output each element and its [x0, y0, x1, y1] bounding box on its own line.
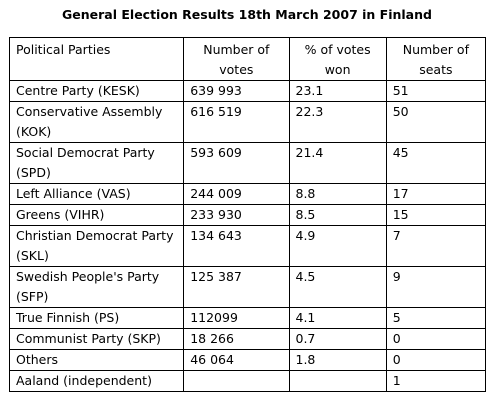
percent-value: 8.8	[288, 183, 387, 205]
table-row: Greens (VIHR) 233 930 8.5 15	[8, 204, 487, 226]
party-name: Aaland (independent)	[8, 370, 185, 392]
table-row: Aaland (independent) 1	[8, 370, 487, 392]
table-row: Conservative Assembly (KOK) 616 519 22.3…	[8, 101, 487, 143]
table-row: Swedish People's Party (SFP) 125 387 4.5…	[8, 266, 487, 308]
votes-value: 593 609	[183, 142, 290, 184]
percent-value: 0.7	[288, 328, 387, 350]
percent-value: 21.4	[288, 142, 387, 184]
party-name: Others	[8, 349, 185, 371]
votes-value: 18 266	[183, 328, 290, 350]
party-name: Swedish People's Party (SFP)	[8, 266, 185, 308]
seats-value: 9	[385, 266, 487, 308]
votes-value: 244 009	[183, 183, 290, 205]
table-row: Communist Party (SKP) 18 266 0.7 0	[8, 328, 487, 350]
header-political-parties: Political Parties	[8, 37, 185, 81]
party-name: True Finnish (PS)	[8, 307, 185, 329]
seats-value: 51	[385, 80, 487, 102]
table-row: Centre Party (KESK) 639 993 23.1 51	[8, 80, 487, 102]
seats-value: 17	[385, 183, 487, 205]
seats-value: 15	[385, 204, 487, 226]
party-name: Social Democrat Party (SPD)	[8, 142, 185, 184]
seats-value: 0	[385, 328, 487, 350]
table-row: Others 46 064 1.8 0	[8, 349, 487, 371]
percent-value	[288, 370, 387, 392]
table-row: Christian Democrat Party (SKL) 134 643 4…	[8, 225, 487, 267]
percent-value: 4.1	[288, 307, 387, 329]
votes-value: 639 993	[183, 80, 290, 102]
party-name: Communist Party (SKP)	[8, 328, 185, 350]
header-row: Political Parties Number of votes % of v…	[8, 37, 487, 81]
votes-value: 46 064	[183, 349, 290, 371]
seats-value: 50	[385, 101, 487, 143]
table-row: True Finnish (PS) 112099 4.1 5	[8, 307, 487, 329]
table-title: General Election Results 18th March 2007…	[62, 7, 432, 22]
votes-value: 112099	[183, 307, 290, 329]
seats-value: 7	[385, 225, 487, 267]
header-number-of-seats: Number of seats	[385, 37, 487, 81]
table-row: Social Democrat Party (SPD) 593 609 21.4…	[8, 142, 487, 184]
election-results-table: Political Parties Number of votes % of v…	[8, 37, 487, 392]
header-percent-of-votes: % of votes won	[288, 37, 387, 81]
party-name: Conservative Assembly (KOK)	[8, 101, 185, 143]
seats-value: 0	[385, 349, 487, 371]
percent-value: 1.8	[288, 349, 387, 371]
percent-value: 8.5	[288, 204, 387, 226]
percent-value: 23.1	[288, 80, 387, 102]
table-row: Left Alliance (VAS) 244 009 8.8 17	[8, 183, 487, 205]
party-name: Greens (VIHR)	[8, 204, 185, 226]
seats-value: 45	[385, 142, 487, 184]
party-name: Christian Democrat Party (SKL)	[8, 225, 185, 267]
percent-value: 4.5	[288, 266, 387, 308]
party-name: Left Alliance (VAS)	[8, 183, 185, 205]
seats-value: 5	[385, 307, 487, 329]
votes-value: 134 643	[183, 225, 290, 267]
seats-value: 1	[385, 370, 487, 392]
percent-value: 22.3	[288, 101, 387, 143]
votes-value	[183, 370, 290, 392]
votes-value: 616 519	[183, 101, 290, 143]
votes-value: 233 930	[183, 204, 290, 226]
votes-value: 125 387	[183, 266, 290, 308]
party-name: Centre Party (KESK)	[8, 80, 185, 102]
header-number-of-votes: Number of votes	[183, 37, 290, 81]
percent-value: 4.9	[288, 225, 387, 267]
